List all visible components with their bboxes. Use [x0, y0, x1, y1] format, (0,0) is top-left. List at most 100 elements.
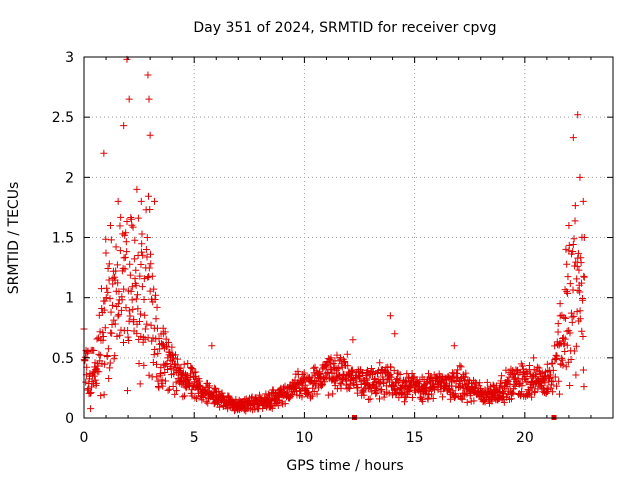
data-point [122, 304, 130, 312]
data-point [481, 386, 489, 394]
data-point [324, 391, 332, 399]
data-point [95, 368, 103, 376]
data-point [116, 222, 124, 230]
data-point [155, 384, 163, 392]
data-point [569, 134, 577, 142]
data-point [146, 206, 154, 214]
data-point [553, 352, 561, 360]
data-point [563, 327, 571, 335]
data-point [119, 339, 127, 347]
data-point [577, 259, 585, 267]
data-point [327, 354, 335, 362]
x-tick-label: 0 [80, 430, 89, 446]
data-point [127, 214, 135, 222]
data-point [153, 373, 161, 381]
data-point [102, 235, 110, 243]
data-point [518, 388, 526, 396]
data-point [577, 279, 585, 287]
data-point [573, 308, 581, 316]
data-point [157, 370, 165, 378]
data-point [191, 393, 199, 401]
data-point [327, 365, 335, 373]
data-point [576, 288, 584, 296]
data-point [346, 384, 354, 392]
data-point [188, 365, 196, 373]
data-point [143, 253, 151, 261]
data-point [553, 382, 561, 390]
data-point [448, 369, 456, 377]
data-point [570, 235, 578, 243]
data-point [408, 393, 416, 401]
data-point [112, 243, 120, 251]
data-point [115, 288, 123, 296]
data-point [541, 379, 549, 387]
data-point [556, 300, 564, 308]
data-point [108, 320, 116, 328]
data-point [147, 321, 155, 329]
data-point [514, 375, 522, 383]
data-point [377, 387, 385, 395]
data-point [135, 317, 143, 325]
data-point [424, 395, 432, 403]
data-point [386, 312, 394, 320]
x-tick-label: 15 [406, 430, 424, 446]
data-point [153, 360, 161, 368]
y-tick-label: 1.5 [52, 231, 74, 247]
data-point [145, 371, 153, 379]
y-tick-label: 2 [65, 170, 74, 186]
data-point [94, 362, 102, 370]
data-point [564, 289, 572, 297]
data-point [110, 355, 118, 363]
data-point [373, 385, 381, 393]
data-point [121, 253, 129, 261]
data-point [367, 365, 375, 373]
data-point [125, 307, 133, 315]
data-point [149, 358, 157, 366]
data-point [114, 300, 122, 308]
data-point [565, 221, 573, 229]
data-point [101, 297, 109, 305]
data-point [311, 363, 319, 371]
data-point [127, 215, 135, 223]
data-point [204, 384, 212, 392]
data-point [108, 301, 116, 309]
data-point [538, 369, 546, 377]
data-point [133, 185, 141, 193]
data-point [172, 351, 180, 359]
data-point [101, 360, 109, 368]
data-point [162, 360, 170, 368]
x-tick-label: 20 [516, 430, 534, 446]
y-tick-label: 0 [65, 411, 74, 427]
data-point [511, 382, 519, 390]
data-point [174, 361, 182, 369]
data-point [275, 393, 283, 401]
data-point [343, 350, 351, 358]
data-point [558, 356, 566, 364]
data-point [106, 221, 114, 229]
data-point [104, 264, 112, 272]
data-point [107, 308, 115, 316]
data-point [144, 273, 152, 281]
data-point [375, 395, 383, 403]
data-point [131, 236, 139, 244]
data-point [136, 272, 144, 280]
data-point [143, 320, 151, 328]
data-point [116, 247, 124, 255]
data-point [193, 395, 201, 403]
y-tick-label: 2.5 [52, 110, 74, 126]
data-point [555, 377, 563, 385]
data-point [463, 390, 471, 398]
data-point [565, 241, 573, 249]
data-point [566, 329, 574, 337]
data-point [103, 353, 111, 361]
data-point [396, 371, 404, 379]
data-point [470, 397, 478, 405]
data-point [132, 295, 140, 303]
data-point [574, 111, 582, 119]
data-point [103, 284, 111, 292]
data-point [158, 376, 166, 384]
data-point [571, 202, 579, 210]
data-point [569, 286, 577, 294]
data-point [543, 360, 551, 368]
data-point [327, 366, 335, 374]
